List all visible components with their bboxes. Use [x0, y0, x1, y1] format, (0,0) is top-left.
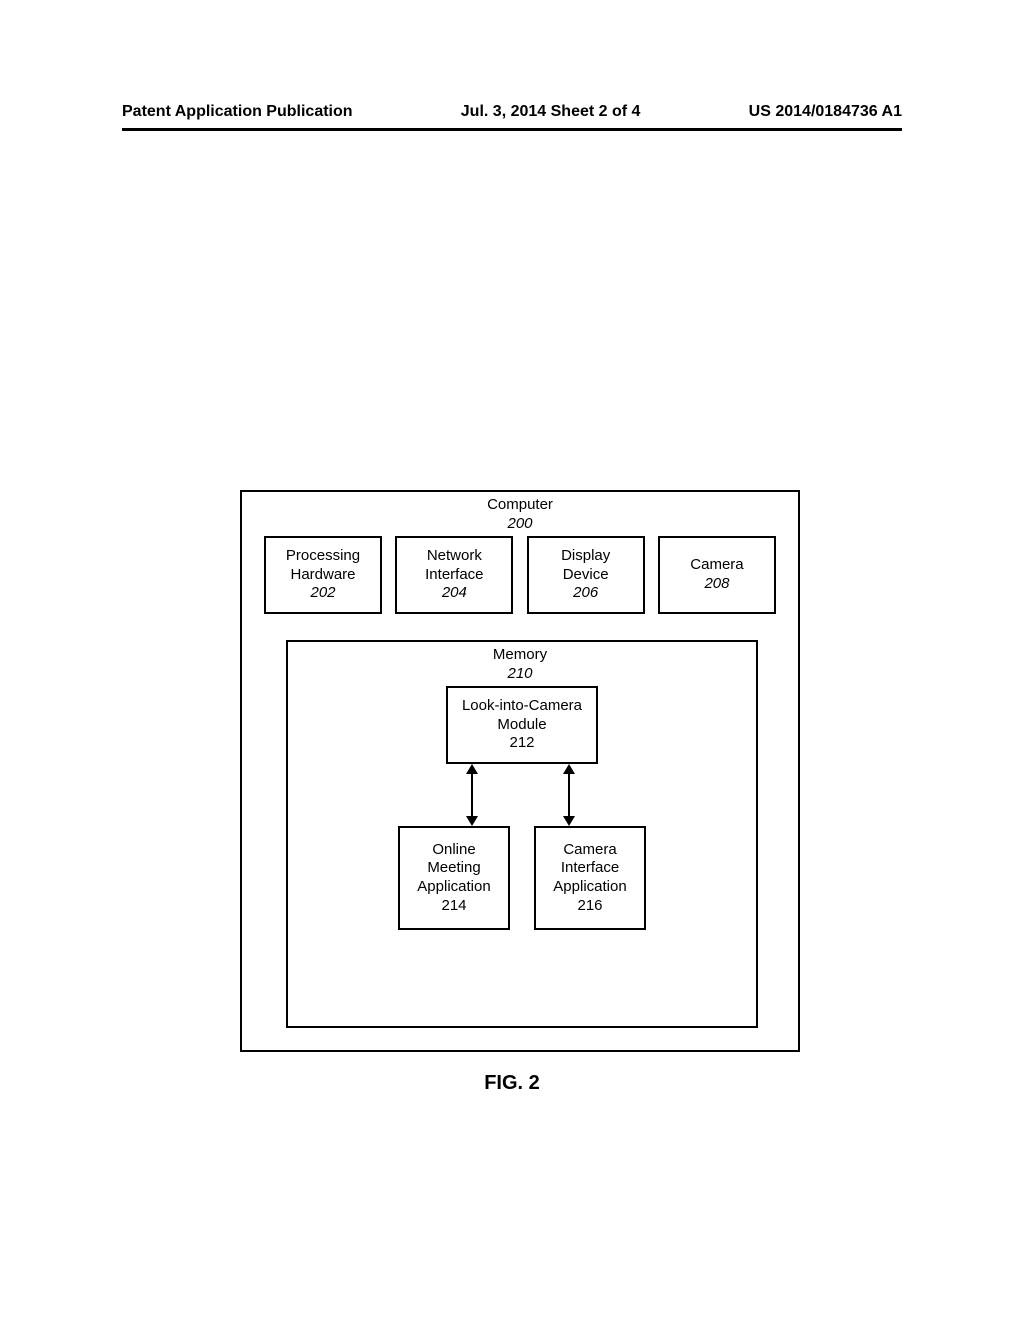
- header-right: US 2014/0184736 A1: [749, 103, 902, 121]
- header-rule: [122, 128, 902, 131]
- memory-label: Memory 210: [242, 646, 798, 684]
- box-line2: Interface: [397, 566, 511, 585]
- diagram: Computer 200 Processing Hardware 202 Net…: [240, 490, 800, 1080]
- computer-box: Computer 200 Processing Hardware 202 Net…: [240, 490, 800, 1052]
- figure-caption: FIG. 2: [0, 1072, 1024, 1095]
- box-ref: 206: [529, 584, 643, 603]
- box-line1: Processing: [266, 547, 380, 566]
- box-ref: 204: [397, 584, 511, 603]
- connector-212-214: [471, 766, 473, 824]
- app-line3: Application: [400, 878, 508, 897]
- box-line2: Device: [529, 566, 643, 585]
- box-line1: Display: [529, 547, 643, 566]
- box-ref: 202: [266, 584, 380, 603]
- app-line2: Meeting: [400, 859, 508, 878]
- app-line1: Camera: [536, 841, 644, 860]
- network-interface-box: Network Interface 204: [395, 536, 513, 614]
- memory-ref: 210: [507, 665, 532, 682]
- header-center: Jul. 3, 2014 Sheet 2 of 4: [461, 103, 641, 121]
- box-line1: Network: [397, 547, 511, 566]
- box-line1: Camera: [660, 556, 774, 575]
- page-header: Patent Application Publication Jul. 3, 2…: [122, 103, 902, 121]
- look-into-camera-module-box: Look-into-Camera Module 212: [446, 686, 598, 764]
- connector-212-216: [568, 766, 570, 824]
- camera-box: Camera 208: [658, 536, 776, 614]
- module-line1: Look-into-Camera: [448, 697, 596, 716]
- page: Patent Application Publication Jul. 3, 2…: [0, 0, 1024, 1320]
- app-line1: Online: [400, 841, 508, 860]
- online-meeting-application-box: Online Meeting Application 214: [398, 826, 510, 930]
- app-ref: 216: [536, 897, 644, 916]
- header-left: Patent Application Publication: [122, 103, 353, 121]
- box-ref: 208: [660, 575, 774, 594]
- box-line2: Hardware: [266, 566, 380, 585]
- module-ref: 212: [448, 734, 596, 753]
- computer-ref: 200: [507, 515, 532, 532]
- computer-label-text: Computer: [487, 496, 553, 513]
- top-row: Processing Hardware 202 Network Interfac…: [264, 536, 776, 614]
- module-line2: Module: [448, 716, 596, 735]
- camera-interface-application-box: Camera Interface Application 216: [534, 826, 646, 930]
- app-ref: 214: [400, 897, 508, 916]
- memory-label-text: Memory: [493, 646, 547, 663]
- processing-hardware-box: Processing Hardware 202: [264, 536, 382, 614]
- computer-label: Computer 200: [242, 496, 798, 534]
- display-device-box: Display Device 206: [527, 536, 645, 614]
- app-line2: Interface: [536, 859, 644, 878]
- app-line3: Application: [536, 878, 644, 897]
